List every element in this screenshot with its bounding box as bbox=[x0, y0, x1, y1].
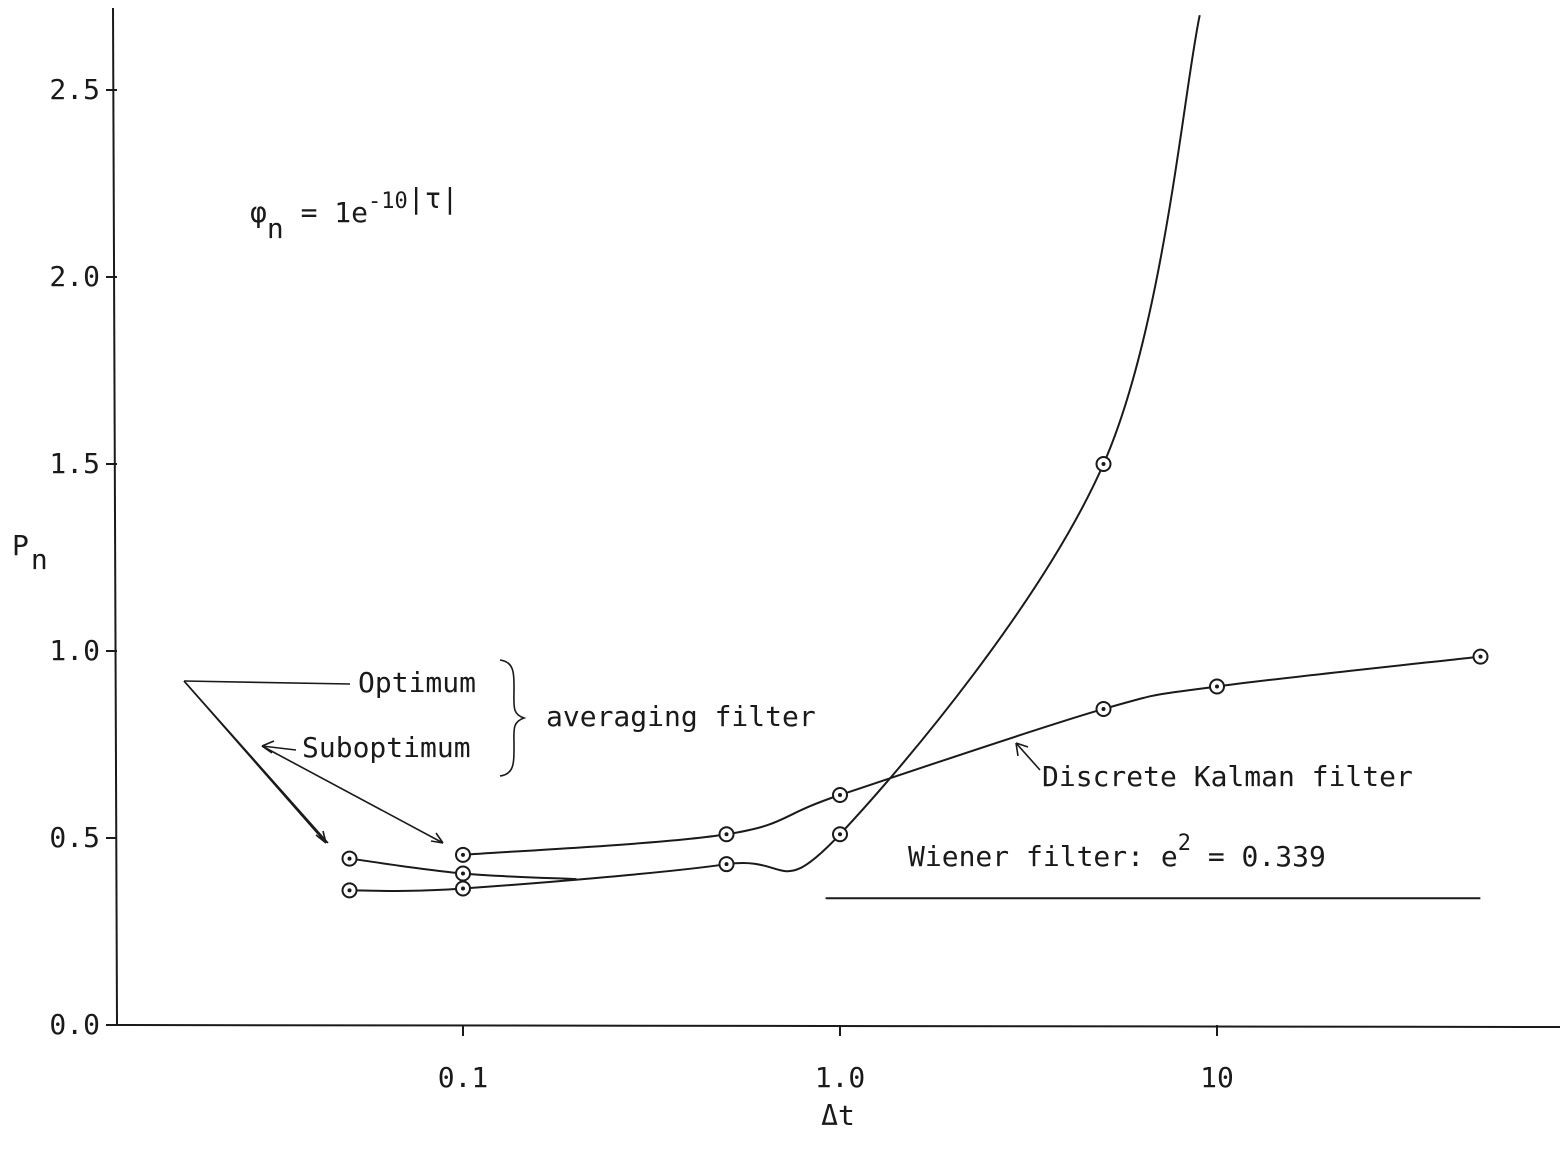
y-tick-label: 0.0 bbox=[49, 1008, 100, 1041]
markers bbox=[341, 456, 1489, 899]
y-tick-label: 1.5 bbox=[49, 447, 100, 480]
y-axis-label-main: P bbox=[12, 529, 29, 562]
wiener-label-text: Wiener filter: e bbox=[908, 840, 1178, 873]
kalman-pointer bbox=[1015, 742, 1041, 771]
kalman-arrowhead bbox=[1015, 742, 1029, 757]
suboptimum-label: Suboptimum bbox=[302, 731, 471, 764]
formula-rhs: |τ| bbox=[408, 182, 459, 215]
formula-mid: = 1e bbox=[284, 196, 368, 229]
x-tick-label: 1.0 bbox=[815, 1061, 866, 1094]
averaging-filter-label: averaging filter bbox=[546, 700, 816, 733]
suboptimum-arrowhead-2 bbox=[430, 832, 444, 844]
series-line-discrete-kalman-filter bbox=[462, 655, 1481, 856]
data-point-center bbox=[347, 888, 352, 893]
formula-lhs: φ bbox=[250, 196, 267, 229]
data-point-center bbox=[1101, 462, 1106, 466]
formula-annotation: φn = 1e-10|τ| bbox=[250, 182, 458, 245]
suboptimum-pointer-line bbox=[261, 745, 297, 751]
y-tick-label: 0.5 bbox=[49, 821, 100, 854]
data-point-center bbox=[347, 856, 352, 861]
y-axis-label-subscript: n bbox=[31, 543, 48, 576]
data-point-center bbox=[838, 792, 842, 797]
x-ticks: 0.1 1.0 10 bbox=[438, 1025, 1234, 1094]
y-axis-label: Pn bbox=[12, 529, 48, 576]
y-tick-label: 2.5 bbox=[49, 73, 100, 106]
data-point-center bbox=[1215, 684, 1219, 689]
wiener-label: Wiener filter: e2 = 0.339 bbox=[908, 831, 1326, 873]
data-point-center bbox=[461, 871, 465, 876]
y-axis bbox=[112, 7, 118, 1026]
data-point-center bbox=[1101, 706, 1106, 711]
data-point-center bbox=[461, 886, 465, 891]
formula-exponent: -10 bbox=[368, 189, 408, 214]
y-tick-label: 1.0 bbox=[49, 634, 100, 667]
data-point-center bbox=[1478, 654, 1483, 659]
averaging-brace bbox=[499, 659, 527, 777]
optimum-label: Optimum bbox=[358, 666, 476, 699]
formula-lhs-subscript: n bbox=[267, 212, 284, 245]
wiener-label-value: = 0.339 bbox=[1191, 840, 1326, 873]
kalman-label: Discrete Kalman filter bbox=[1042, 760, 1413, 793]
data-point-center bbox=[838, 832, 842, 837]
data-point-center bbox=[724, 862, 729, 867]
optimum-pointer-to-point2 bbox=[183, 680, 329, 844]
optimum-pointer-line bbox=[183, 680, 351, 685]
x-tick-label: 10 bbox=[1200, 1061, 1234, 1094]
suboptimum-pointer-to-point bbox=[261, 745, 444, 844]
wiener-label-superscript: 2 bbox=[1178, 831, 1191, 856]
x-axis bbox=[116, 1024, 1561, 1028]
y-tick-label: 2.0 bbox=[49, 260, 100, 293]
y-ticks: 0.0 0.5 1.0 1.5 2.0 2.5 bbox=[49, 73, 117, 1041]
optimum-arrowhead-1 bbox=[315, 830, 327, 844]
data-point-center bbox=[724, 832, 729, 837]
data-point-center bbox=[461, 852, 465, 857]
x-tick-label: 0.1 bbox=[438, 1061, 489, 1094]
x-axis-label: Δt bbox=[821, 1099, 855, 1132]
